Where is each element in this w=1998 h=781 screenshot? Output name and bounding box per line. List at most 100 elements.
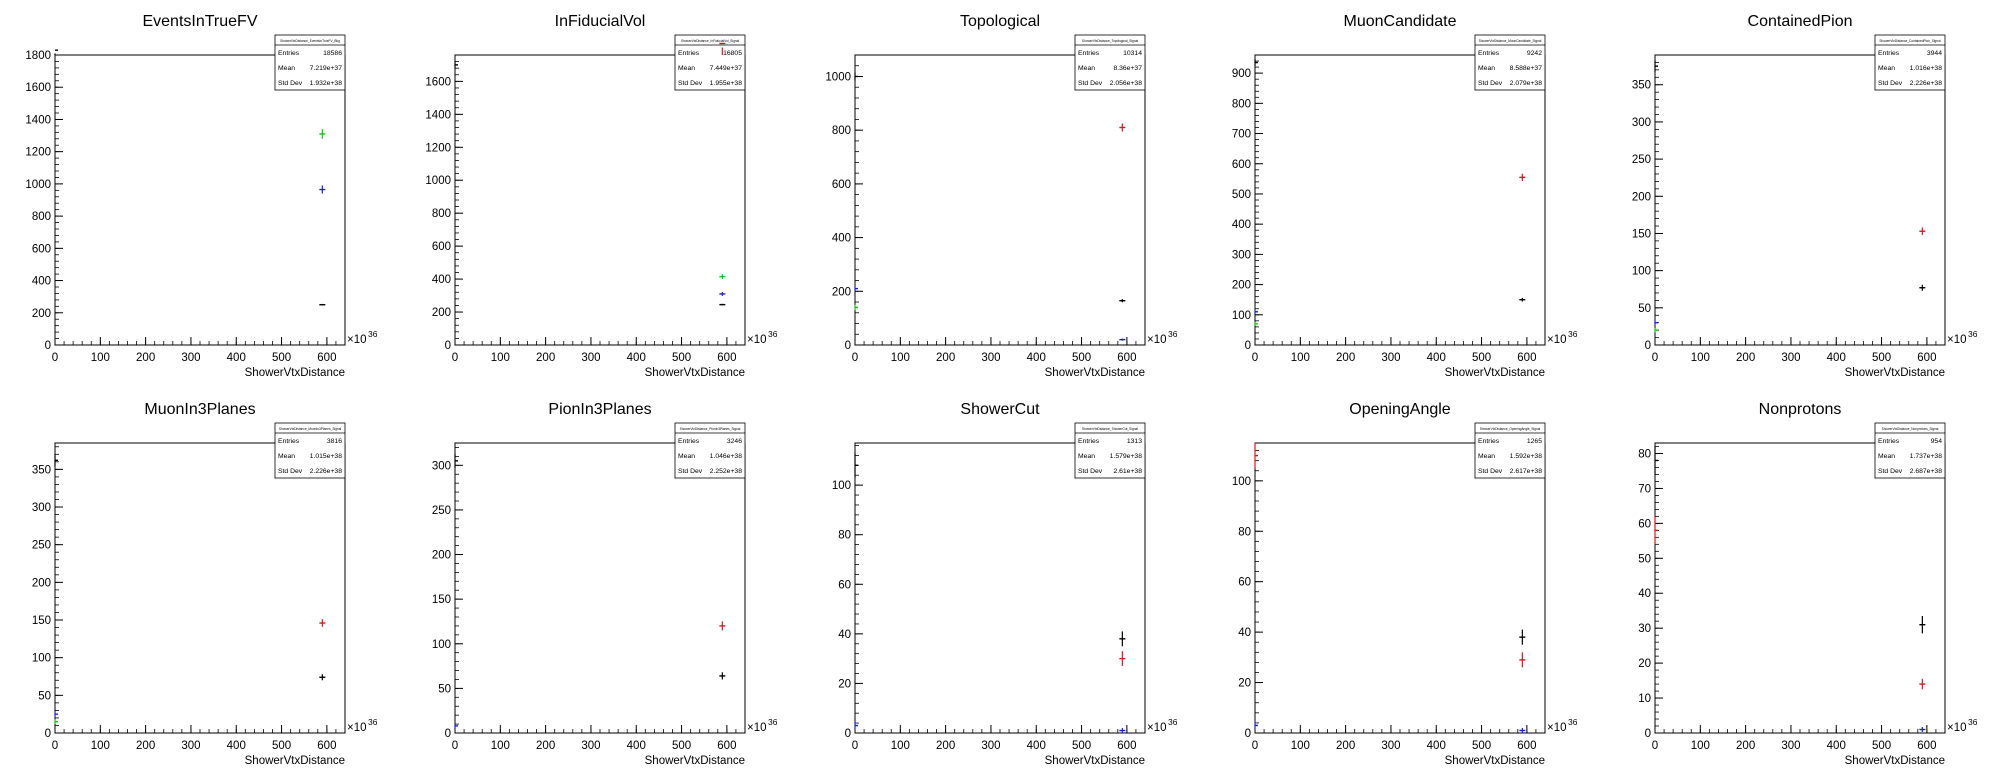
x-tick-label: 200 <box>936 352 955 364</box>
stats-value: 1265 <box>1527 438 1542 445</box>
y-tick-label: 20 <box>838 678 851 690</box>
histogram-panel: PionIn3Planes 0 50 100 150 200 250 300 0 100 200 30… <box>400 388 800 781</box>
stats-label: Std Dev <box>678 468 703 475</box>
stats-label: Entries <box>1878 438 1900 445</box>
stats-box-name: ShowerVtxDistance_InFiducialVol_Signal <box>681 39 740 43</box>
x-axis-exponent-power: 36 <box>768 717 778 727</box>
x-axis-exponent-power: 36 <box>768 329 778 339</box>
histogram-panel: ContainedPion 0 50 100 150 200 250 300 350 0 100 20… <box>1600 0 1998 393</box>
histogram-plot: InFiducialVol020040060080010001200140016… <box>425 13 778 379</box>
y-tick-label: 40 <box>838 629 851 641</box>
stats-value: 2.687e+38 <box>1910 468 1943 475</box>
y-tick-label: 800 <box>832 125 851 137</box>
stats-value: 2.617e+38 <box>1510 468 1543 475</box>
x-tick-label: 400 <box>1027 352 1046 364</box>
x-tick-label: 200 <box>1336 740 1355 752</box>
stats-value: 2.61e+38 <box>1113 468 1142 475</box>
histogram-plot: Nonprotons 0 10 20 30 40 50 60 70 80 0 100 200 300 400… <box>1638 401 1978 767</box>
x-tick-label: 500 <box>672 352 691 364</box>
stats-value: 1.015e+38 <box>310 453 343 460</box>
y-tick-label: 400 <box>1232 219 1251 231</box>
stats-box <box>1074 422 1146 479</box>
histogram-plot: EventsInTrueFV02004006008001000120014001… <box>25 13 378 379</box>
chart-title: ContainedPion <box>1748 13 1853 30</box>
x-axis-exponent-power: 36 <box>1168 329 1178 339</box>
stats-value: 954 <box>1931 438 1943 445</box>
y-tick-label: 10 <box>1638 693 1651 705</box>
x-axis-exponent: ×10 <box>1947 334 1967 346</box>
x-tick-label: 300 <box>181 352 200 364</box>
stats-box-name: ShowerVtxDistance_EventsInTrueFV_Bkg <box>280 39 340 43</box>
x-tick-label: 400 <box>1827 352 1846 364</box>
y-tick-label: 300 <box>1632 117 1651 129</box>
stats-box <box>674 34 746 91</box>
chart-title: EventsInTrueFV <box>142 13 257 30</box>
x-tick-label: 100 <box>1691 740 1710 752</box>
stats-value: 3816 <box>327 438 342 445</box>
stats-label: Std Dev <box>1478 80 1503 87</box>
histogram-plot: PionIn3Planes 0 50 100 150 200 250 300 0 100 200 30… <box>432 401 778 767</box>
x-tick-label: 500 <box>1872 352 1891 364</box>
chart-title: MuonIn3Planes <box>144 401 255 418</box>
stats-value: 2.226e+38 <box>1910 80 1943 87</box>
x-axis-exponent-power: 36 <box>368 329 378 339</box>
x-tick-label: 300 <box>1781 740 1800 752</box>
x-tick-label: 400 <box>227 352 246 364</box>
stats-label: Entries <box>1878 50 1900 57</box>
x-tick-label: 300 <box>981 740 1000 752</box>
y-tick-label: 200 <box>432 307 451 319</box>
x-axis-exponent: ×10 <box>1147 334 1167 346</box>
x-tick-label: 0 <box>52 740 58 752</box>
y-tick-label: 50 <box>438 683 451 695</box>
chart-title: Topological <box>960 13 1040 30</box>
x-axis-exponent-power: 36 <box>1168 717 1178 727</box>
x-tick-label: 200 <box>136 352 155 364</box>
stats-label: Mean <box>1478 65 1495 72</box>
histogram-plot: MuonIn3Planes 0 50 100 150 200 250 300 350 0 100 20… <box>32 401 378 767</box>
stats-label: Std Dev <box>1078 80 1103 87</box>
y-tick-label: 100 <box>1632 266 1651 278</box>
chart-title: OpeningAngle <box>1349 401 1451 418</box>
y-tick-label: 150 <box>432 594 451 606</box>
chart-title: Nonprotons <box>1759 401 1842 418</box>
y-tick-label: 0 <box>845 728 851 740</box>
y-tick-label: 0 <box>1645 728 1651 740</box>
x-axis-exponent: ×10 <box>1947 722 1967 734</box>
x-tick-label: 600 <box>1117 352 1136 364</box>
x-tick-label: 400 <box>627 740 646 752</box>
y-tick-label: 0 <box>845 340 851 352</box>
stats-label: Mean <box>1878 453 1895 460</box>
stats-value: 1.046e+38 <box>710 453 743 460</box>
x-tick-label: 500 <box>1472 352 1491 364</box>
histogram-panel: InFiducialVol 0 200 400 600 800 1000 1200 1400 16… <box>400 0 800 393</box>
stats-value: 8.588e+37 <box>1510 65 1543 72</box>
plot-frame <box>1254 442 1546 734</box>
y-tick-label: 350 <box>32 464 51 476</box>
y-tick-label: 200 <box>1632 191 1651 203</box>
y-tick-label: 1000 <box>425 175 451 187</box>
y-tick-label: 400 <box>32 276 51 288</box>
x-tick-label: 300 <box>581 352 600 364</box>
y-tick-label: 800 <box>32 211 51 223</box>
y-tick-label: 20 <box>1238 678 1251 690</box>
x-tick-label: 100 <box>91 740 110 752</box>
x-tick-label: 100 <box>891 740 910 752</box>
y-tick-label: 600 <box>1232 159 1251 171</box>
x-tick-label: 300 <box>1381 352 1400 364</box>
histogram-panel: MuonCandidate 0 100 200 300 400 500 600 700 800 90… <box>1200 0 1600 393</box>
stats-label: Mean <box>1078 453 1095 460</box>
y-tick-label: 150 <box>32 615 51 627</box>
stats-label: Std Dev <box>278 468 303 475</box>
histogram-panel: Topological 0 200 400 600 800 1000 0 100 200 300 40… <box>800 0 1200 393</box>
stats-value: 16805 <box>723 50 742 57</box>
x-tick-label: 0 <box>1252 352 1258 364</box>
stats-label: Mean <box>678 453 695 460</box>
x-tick-label: 100 <box>891 352 910 364</box>
x-axis-label: ShowerVtxDistance <box>245 367 345 379</box>
stats-box <box>674 422 746 479</box>
y-tick-label: 800 <box>432 208 451 220</box>
stats-box <box>1874 422 1946 479</box>
y-tick-label: 200 <box>832 286 851 298</box>
stats-label: Std Dev <box>1078 468 1103 475</box>
x-axis-exponent: ×10 <box>347 334 367 346</box>
